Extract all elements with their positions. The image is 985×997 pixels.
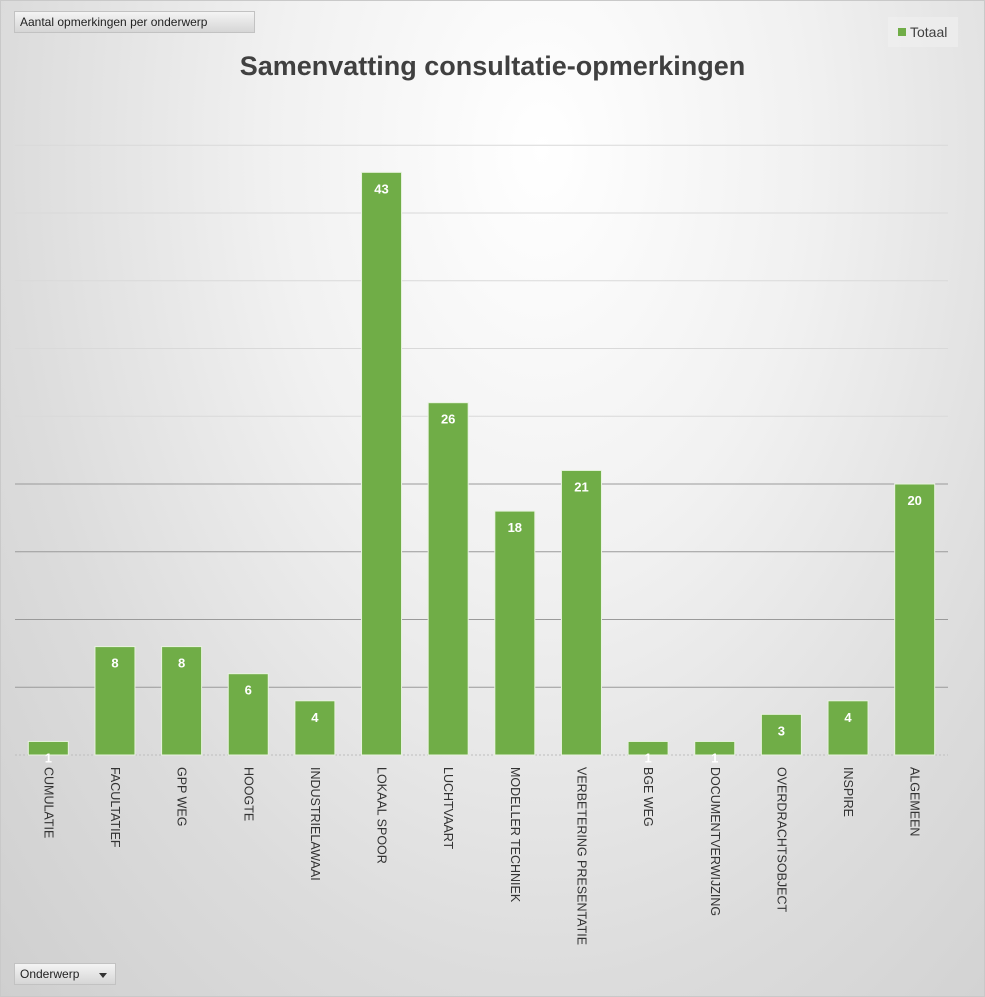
bar-value-label: 4	[311, 710, 319, 725]
bar-value-label: 3	[778, 723, 785, 738]
bar-value-label: 21	[574, 479, 588, 494]
bar[interactable]	[494, 510, 536, 756]
legend-label: Totaal	[910, 24, 948, 40]
category-tick-label: VERBETERING PRESENTATIE	[574, 767, 588, 945]
bar[interactable]	[627, 740, 669, 756]
bar[interactable]	[361, 171, 403, 756]
bar-value-label: 43	[374, 181, 388, 196]
bar[interactable]	[227, 673, 269, 756]
category-tick-label: LUCHTVAART	[441, 767, 455, 850]
bar[interactable]	[894, 483, 936, 756]
measure-field-button[interactable]: Aantal opmerkingen per onderwerp	[14, 11, 255, 33]
bar-value-label: 18	[508, 520, 522, 535]
bar-value-label: 8	[178, 656, 185, 671]
dropdown-arrow-icon	[99, 973, 107, 978]
chart-title: Samenvatting consultatie-opmerkingen	[239, 51, 746, 81]
bar-value-label: 6	[245, 683, 252, 698]
bar-value-label: 1	[45, 750, 52, 765]
category-tick-label: OVERDRACHTSOBJECT	[774, 767, 788, 913]
bar-value-label: 8	[111, 656, 118, 671]
bar[interactable]	[94, 646, 136, 756]
axis-field-dropdown[interactable]: Onderwerp	[14, 963, 116, 985]
bar[interactable]	[827, 700, 869, 756]
category-tick-label: FACULTATIEF	[108, 767, 122, 848]
axis-field-label: Onderwerp	[20, 967, 80, 981]
bar-value-label: 1	[644, 750, 651, 765]
bar[interactable]	[294, 700, 336, 756]
bar[interactable]	[694, 740, 736, 756]
bar[interactable]	[427, 402, 469, 756]
bar-value-label: 26	[441, 412, 455, 427]
category-tick-label: INDUSTRIELAWAAI	[308, 767, 322, 881]
category-tick-label: BGE WEG	[641, 767, 655, 827]
bar-value-label: 20	[907, 493, 921, 508]
category-tick-label: HOOGTE	[241, 767, 255, 821]
category-tick-label: LOKAAL SPOOR	[375, 767, 389, 864]
legend-swatch	[898, 28, 906, 36]
category-tick-label: GPP WEG	[175, 767, 189, 827]
bar[interactable]	[560, 469, 602, 756]
category-tick-label: ALGEMEEN	[908, 767, 922, 836]
bar-value-label: 4	[844, 710, 852, 725]
bar[interactable]	[27, 740, 69, 756]
bar-value-label: 1	[711, 750, 718, 765]
category-tick-label: DOCUMENTVERWIJZING	[708, 767, 722, 916]
bar[interactable]	[760, 713, 802, 756]
bar[interactable]	[161, 646, 203, 756]
category-tick-label: CUMULATIE	[41, 767, 55, 838]
category-tick-label: INSPIRE	[841, 767, 855, 817]
measure-field-label: Aantal opmerkingen per onderwerp	[20, 15, 208, 29]
legend: Totaal	[888, 17, 958, 47]
category-tick-label: MODELLER TECHNIEK	[508, 767, 522, 903]
